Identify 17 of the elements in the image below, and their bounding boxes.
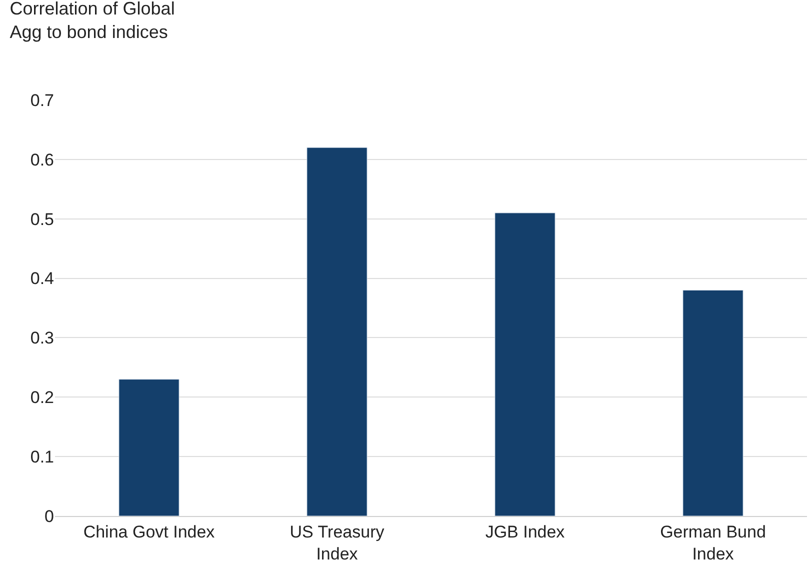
bar (306, 147, 368, 516)
y-tick-label: 0.6 (30, 150, 54, 170)
bar (682, 290, 744, 516)
y-tick-label: 0.2 (30, 388, 54, 408)
y-tick-label: 0.4 (30, 269, 54, 288)
y-tick-label: 0.3 (30, 328, 54, 348)
x-tick-label: China Govt Index (83, 522, 216, 542)
y-tick-label: 0.7 (30, 90, 54, 110)
y-tick-label: 0.1 (30, 448, 54, 467)
y-tick-label: 0 (44, 506, 54, 526)
x-tick-label: German Bund Index (660, 522, 766, 564)
bar (118, 379, 180, 516)
y-tick-label: 0.5 (30, 210, 54, 229)
bar (494, 212, 556, 516)
x-tick-label: JGB Index (485, 522, 566, 542)
chart-title: Correlation of Global Agg to bond indices (10, 0, 175, 42)
x-tick-label: US Treasury Index (290, 522, 385, 564)
